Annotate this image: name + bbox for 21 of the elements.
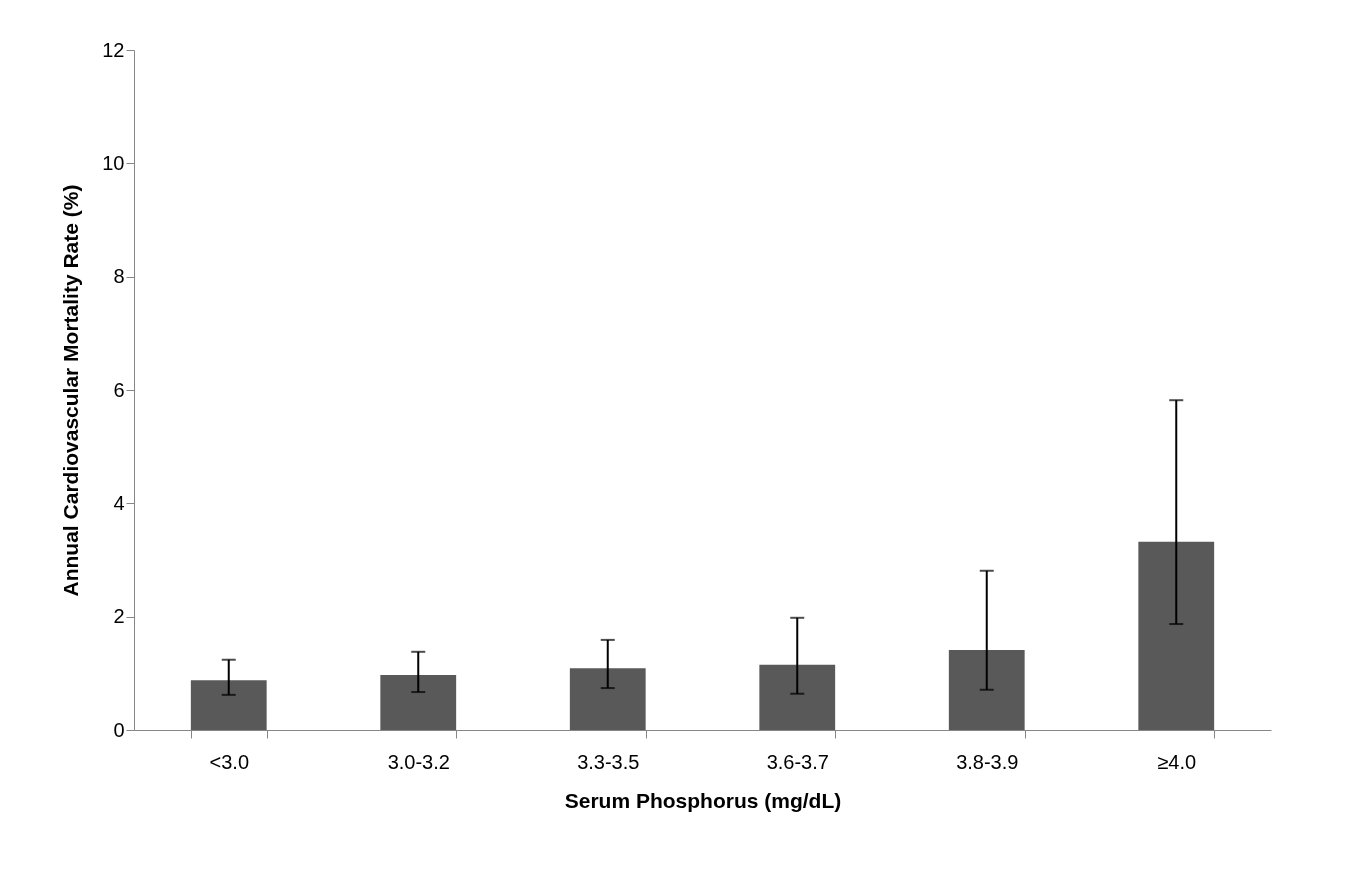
bar bbox=[759, 664, 836, 730]
bar bbox=[1138, 541, 1215, 730]
y-tick-label: 10 bbox=[102, 151, 125, 174]
bar bbox=[380, 675, 457, 730]
x-tick-label: ≥4.0 bbox=[1157, 750, 1197, 773]
y-tick-label: 0 bbox=[113, 718, 125, 741]
y-axis-title: Annual Cardiovascular Mortality Rate (%) bbox=[59, 184, 83, 597]
bar bbox=[948, 650, 1025, 730]
x-tick-label: 3.0-3.2 bbox=[387, 750, 450, 773]
y-tick-label: 6 bbox=[113, 378, 125, 401]
x-tick-label: 3.3-3.5 bbox=[577, 750, 640, 773]
y-tick-label: 2 bbox=[113, 605, 125, 628]
x-tick-label: 3.8-3.9 bbox=[956, 750, 1019, 773]
bar bbox=[190, 680, 267, 730]
y-tick-label: 8 bbox=[113, 265, 125, 288]
x-axis-title: Serum Phosphorus (mg/dL) bbox=[564, 788, 842, 812]
x-tick-label: 3.6-3.7 bbox=[766, 750, 829, 773]
y-tick-label: 4 bbox=[113, 491, 125, 514]
y-tick-label: 12 bbox=[102, 38, 125, 61]
bar bbox=[569, 668, 646, 730]
x-tick-label: <3.0 bbox=[209, 750, 249, 773]
